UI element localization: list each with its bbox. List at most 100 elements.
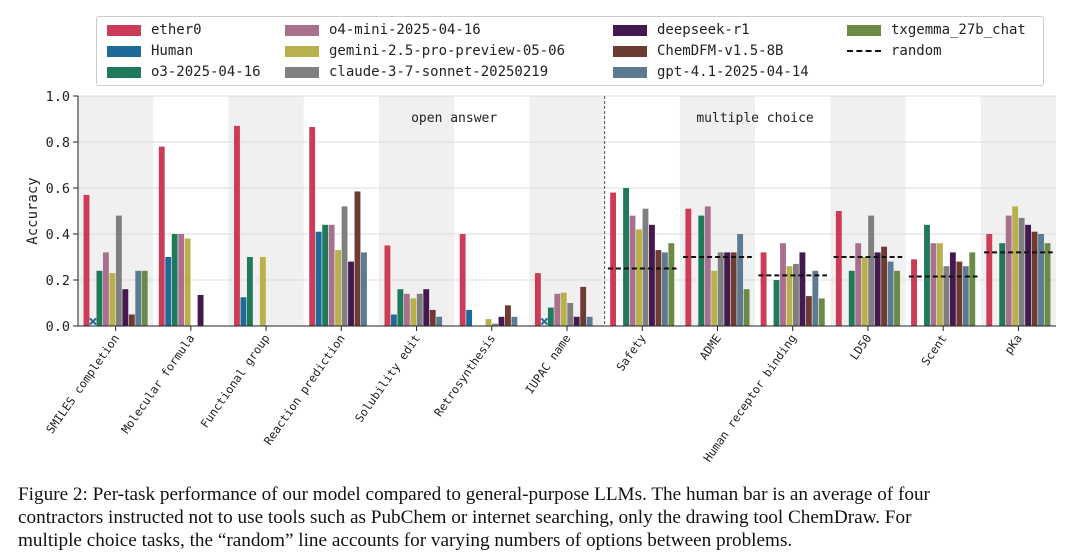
bar [999, 243, 1006, 326]
bar [711, 270, 718, 326]
bar [835, 211, 842, 326]
bar [930, 243, 937, 326]
bar [956, 261, 963, 326]
bar [704, 206, 711, 326]
bar [436, 316, 443, 326]
legend-swatch [107, 66, 141, 78]
bar [492, 323, 498, 326]
legend-swatch [613, 24, 647, 36]
bar [429, 309, 436, 326]
bar [416, 293, 423, 326]
bar [668, 243, 675, 326]
x-tick-label: Safety [613, 332, 648, 374]
legend-item: random [847, 41, 942, 61]
legend-label: ChemDFM-v1.5-8B [657, 43, 784, 59]
bar-human-marker [89, 317, 97, 326]
bar [348, 261, 354, 326]
bar [629, 215, 636, 326]
chart-legend: ether0 Human o3-2025-04-16 o4-mini-2025-04-… [96, 16, 1044, 86]
legend-label: Human [151, 43, 194, 59]
bar [567, 303, 574, 326]
bar [459, 234, 466, 326]
bar [855, 243, 862, 326]
bar [534, 273, 541, 326]
bar [122, 289, 129, 326]
legend-swatch [285, 66, 319, 78]
y-tick-label: 1.0 [46, 89, 70, 105]
bar [547, 307, 554, 326]
legend-label: random [891, 43, 942, 59]
bar [730, 252, 737, 326]
x-tick-label: Solubility edit [352, 332, 423, 425]
bar [1044, 243, 1051, 326]
bar [102, 252, 109, 326]
bar [1018, 217, 1025, 326]
bar [171, 234, 178, 326]
legend-label: txgemma_27b_chat [891, 22, 1026, 38]
bar [361, 252, 367, 326]
bar [642, 208, 649, 326]
bar [341, 206, 348, 326]
bar [259, 257, 266, 326]
legend-label: ether0 [151, 22, 202, 38]
legend-label: o3-2025-04-16 [151, 64, 261, 80]
bar-human-marker [540, 317, 549, 326]
bar [109, 273, 116, 326]
legend-item: claude-3-7-sonnet-20250219 [285, 62, 548, 82]
bar [554, 293, 561, 326]
bar [799, 252, 806, 326]
bar [1031, 231, 1038, 326]
legend-label: deepseek-r1 [657, 22, 750, 38]
legend-item: gpt-4.1-2025-04-14 [613, 62, 809, 82]
legend-item: ether0 [107, 20, 202, 40]
x-tick-label: ADME [697, 332, 724, 363]
x-tick-label: Functional group [198, 332, 273, 431]
bar [246, 257, 253, 326]
legend-swatch [613, 45, 647, 57]
bar [685, 208, 692, 326]
y-tick-label: 0.0 [46, 319, 70, 335]
x-tick-label: Molecular formula [118, 332, 197, 436]
y-tick-label: 0.2 [46, 273, 70, 289]
legend-dash-swatch [847, 50, 881, 52]
bar [1038, 234, 1044, 326]
bar [135, 270, 142, 326]
bar [743, 289, 750, 326]
bar [309, 127, 316, 326]
bar [805, 296, 812, 326]
category-band [529, 96, 605, 326]
legend-swatch [107, 45, 141, 57]
bar [511, 316, 518, 326]
y-tick-label: 0.8 [46, 135, 70, 151]
bar [861, 257, 868, 326]
x-tick-label: SMILES completion [43, 332, 122, 436]
bar [335, 250, 342, 326]
bar [178, 234, 185, 326]
bar [661, 252, 668, 326]
bar [949, 252, 956, 326]
category-band [228, 96, 304, 326]
legend-item: o3-2025-04-16 [107, 62, 261, 82]
bar [505, 305, 511, 326]
legend-item: ChemDFM-v1.5-8B [613, 41, 783, 61]
bar [485, 319, 492, 326]
bar [322, 224, 329, 326]
bar [986, 234, 993, 326]
bar [390, 314, 397, 326]
legend-item: txgemma_27b_chat [847, 20, 1026, 40]
bar [760, 252, 767, 326]
bar [623, 188, 629, 326]
legend-swatch [613, 66, 647, 78]
x-tick-label: Scent [918, 332, 949, 368]
bar [184, 238, 191, 326]
bar [354, 191, 361, 326]
x-tick-label: LD50 [847, 332, 874, 363]
caption-line-3: multiple choice tasks, the “random” line… [18, 530, 793, 551]
bar [881, 246, 888, 326]
bar [96, 270, 103, 326]
bar [818, 298, 825, 326]
bar [560, 292, 567, 326]
bar [773, 280, 780, 326]
bar [737, 234, 744, 326]
x-tick-label: IUPAC name [522, 332, 573, 397]
